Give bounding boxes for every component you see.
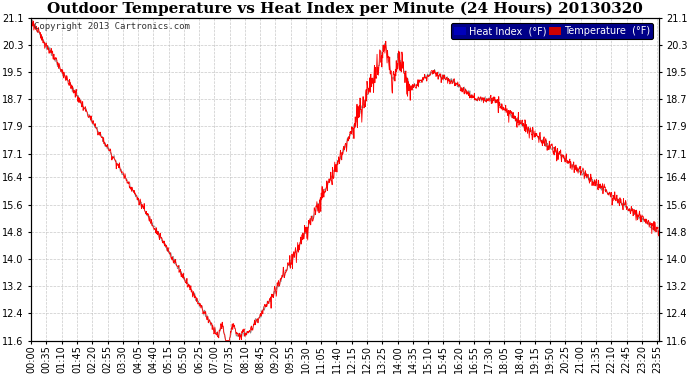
Legend: Heat Index  (°F), Temperature  (°F): Heat Index (°F), Temperature (°F): [451, 23, 653, 39]
Title: Outdoor Temperature vs Heat Index per Minute (24 Hours) 20130320: Outdoor Temperature vs Heat Index per Mi…: [47, 2, 643, 16]
Text: Copyright 2013 Cartronics.com: Copyright 2013 Cartronics.com: [34, 22, 190, 32]
